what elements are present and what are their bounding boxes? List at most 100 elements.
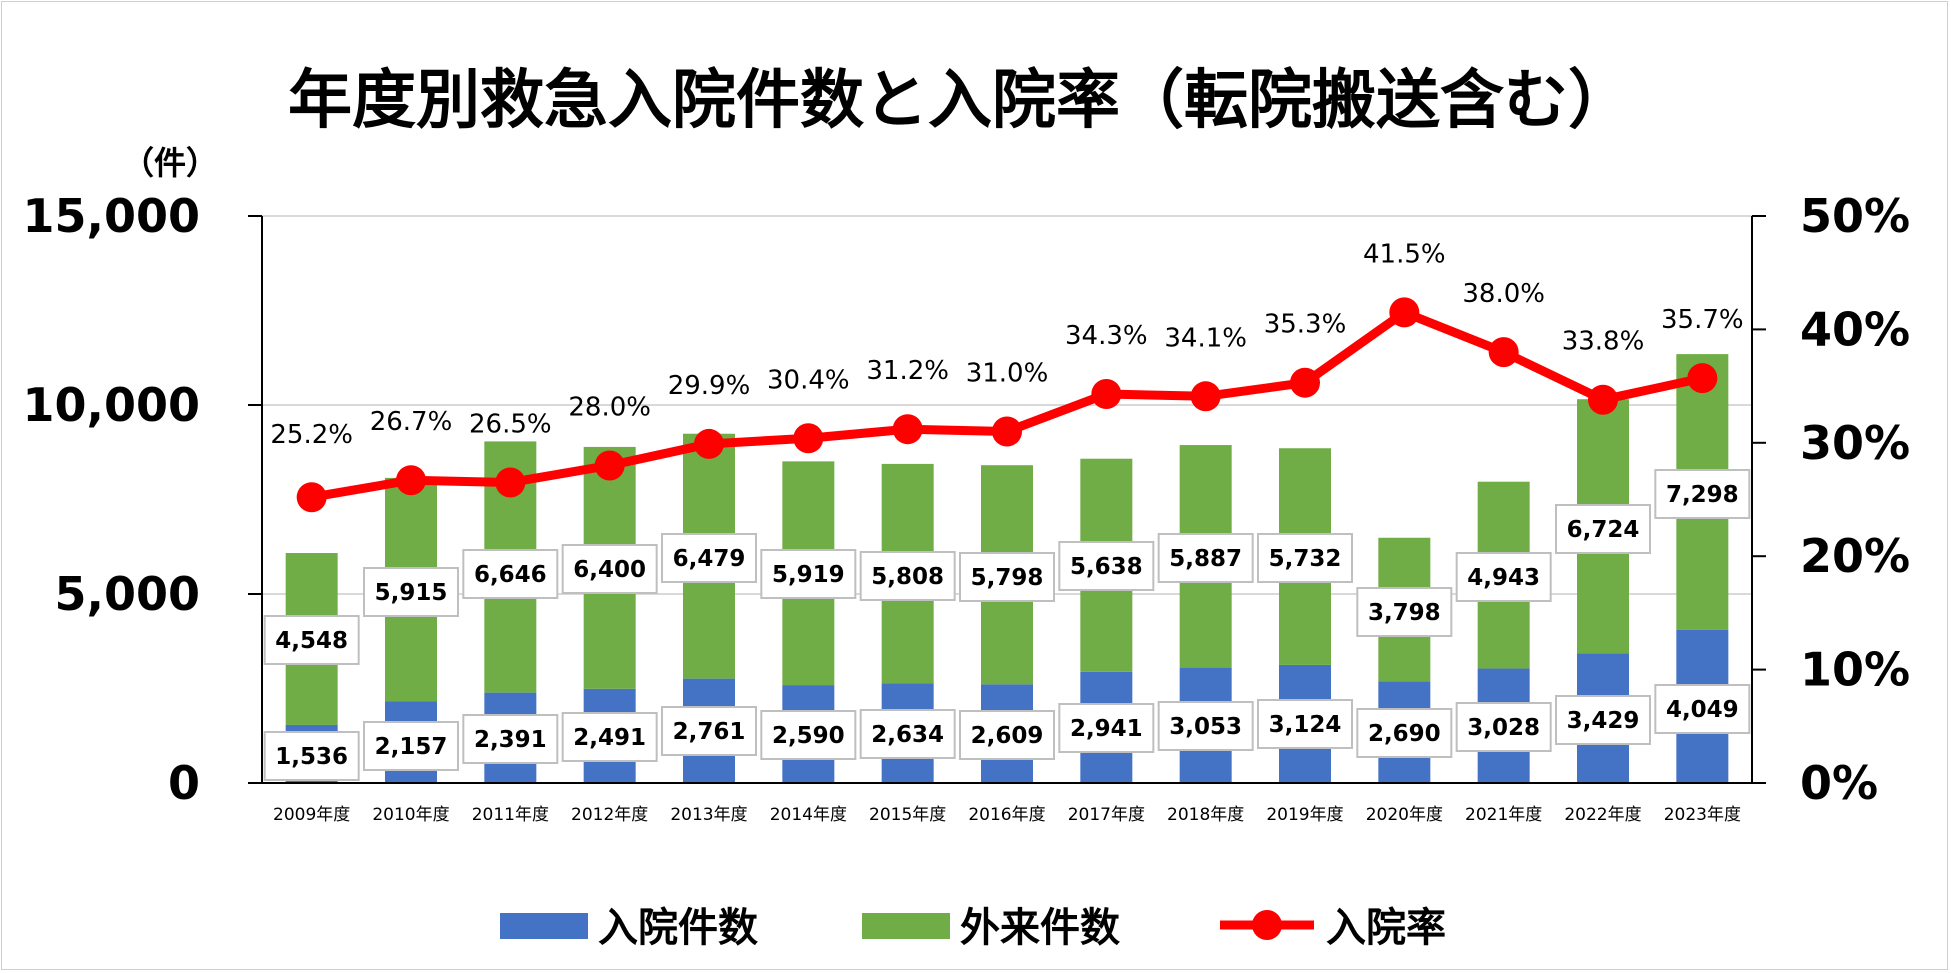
y-right-tick-label: 20% <box>1800 529 1910 583</box>
y-left-tick-label: 10,000 <box>22 378 200 432</box>
rate-point <box>1488 337 1519 368</box>
inpatient-value-label: 2,941 <box>1070 716 1143 742</box>
inpatient-value-label-box <box>363 721 459 771</box>
outpatient-value-label-box <box>1356 587 1453 637</box>
rate-point <box>793 423 824 454</box>
y-left-tick-label: 15,000 <box>22 189 200 243</box>
rate-value-label: 35.3% <box>1264 310 1347 340</box>
inpatient-value-label: 3,028 <box>1467 715 1540 741</box>
outpatient-value-label-box <box>959 552 1055 602</box>
outpatient-value-label-box <box>1257 533 1353 583</box>
inpatient-value-label-box <box>760 710 857 760</box>
inpatient-value-label: 2,634 <box>871 722 944 748</box>
outpatient-value-label: 5,798 <box>971 565 1044 591</box>
outpatient-value-label: 4,548 <box>275 628 348 654</box>
inpatient-value-label-box <box>1455 702 1552 752</box>
y-left-tick-label: 5,000 <box>54 567 200 621</box>
outpatient-value-label: 5,915 <box>375 580 448 606</box>
rate-value-label: 29.9% <box>668 371 751 401</box>
data-labels-group: 1,536 4,548 2,157 5,915 2,391 6,646 2,491 6,400… <box>263 239 1751 781</box>
inpatient-value-label-box <box>959 710 1055 760</box>
x-tick-label: 2023年度 <box>1664 805 1741 825</box>
inpatient-value-label-box <box>1356 708 1453 758</box>
x-tick-label: 2019年度 <box>1266 805 1343 825</box>
rate-value-label: 28.0% <box>568 392 651 422</box>
outpatient-value-label-box <box>263 615 360 665</box>
inpatient-value-label: 3,124 <box>1269 712 1342 738</box>
rate-value-label: 26.7% <box>370 407 453 437</box>
x-tick-label: 2022年度 <box>1564 805 1641 825</box>
rate-value-label: 41.5% <box>1363 239 1446 269</box>
inpatient-value-label: 2,609 <box>971 723 1044 749</box>
inpatient-value-label: 3,429 <box>1567 708 1640 734</box>
outpatient-value-label: 4,943 <box>1467 565 1540 591</box>
x-tick-label: 2018年度 <box>1167 805 1244 825</box>
y-left-tick-label: 0 <box>168 756 200 810</box>
rate-value-label: 25.2% <box>270 420 353 450</box>
rate-point <box>1290 367 1320 398</box>
inpatient-value-label: 2,391 <box>474 727 547 753</box>
legend-marker <box>1252 910 1282 940</box>
outpatient-value-label-box <box>859 551 956 601</box>
x-tick-label: 2015年度 <box>869 805 946 825</box>
inpatient-value-label: 2,590 <box>772 723 845 749</box>
inpatient-value-label-box <box>859 709 956 759</box>
x-tick-label: 2011年度 <box>472 805 549 825</box>
legend-label: 入院件数 <box>598 905 758 951</box>
rate-line-group <box>296 297 1718 513</box>
rate-point <box>296 482 327 513</box>
rate-value-label: 34.1% <box>1164 323 1247 353</box>
rate-point <box>1687 363 1718 394</box>
rate-value-label: 30.4% <box>767 365 850 395</box>
outpatient-value-label: 6,479 <box>673 546 746 572</box>
x-tick-label: 2012年度 <box>571 805 648 825</box>
inpatient-value-label: 2,491 <box>573 725 646 751</box>
rate-value-label: 31.0% <box>966 358 1049 388</box>
y-right-tick-label: 50% <box>1800 189 1910 243</box>
rate-point <box>495 467 526 498</box>
inpatient-value-label: 3,053 <box>1169 714 1242 740</box>
legend-label: 入院率 <box>1326 905 1446 951</box>
rate-point <box>1389 297 1420 328</box>
rate-value-label: 31.2% <box>866 356 949 386</box>
rate-value-label: 34.3% <box>1065 321 1148 351</box>
x-tick-label: 2016年度 <box>968 805 1045 825</box>
legend: 入院件数 外来件数 入院率 <box>500 905 1446 951</box>
rate-value-label: 33.8% <box>1562 327 1645 357</box>
outpatient-value-label: 5,919 <box>772 562 845 588</box>
outpatient-value-label-box <box>1555 504 1651 554</box>
x-tick-label: 2020年度 <box>1366 805 1443 825</box>
y-right-tick-label: 10% <box>1800 643 1910 697</box>
x-tick-label: 2021年度 <box>1465 805 1542 825</box>
outpatient-value-label: 5,887 <box>1169 546 1242 572</box>
outpatient-value-label: 6,724 <box>1567 517 1640 543</box>
outpatient-value-label: 3,798 <box>1368 600 1441 626</box>
inpatient-value-label-box <box>462 714 559 764</box>
outpatient-value-label-box <box>462 549 559 599</box>
legend-swatch <box>862 913 950 939</box>
inpatient-value-label: 1,536 <box>275 744 348 770</box>
inpatient-value-label-box <box>1257 699 1353 749</box>
inpatient-value-label-box <box>1058 703 1155 753</box>
axes-group: 0 5,000 10,000 15,000 0% 10% 20% 30% 40% 50% 2009年… <box>22 189 1910 825</box>
rate-value-label: 35.7% <box>1661 305 1744 335</box>
rate-point <box>694 428 724 459</box>
rate-value-label: 26.5% <box>469 409 552 439</box>
inpatient-value-label: 2,761 <box>673 719 746 745</box>
outpatient-value-label-box <box>1058 541 1155 591</box>
chart-title: 年度別救急入院件数と入院率（転院搬送含む） <box>288 64 1632 138</box>
inpatient-value-label-box <box>1654 684 1751 734</box>
x-tick-label: 2009年度 <box>273 805 350 825</box>
inpatient-value-label-box <box>1555 695 1651 745</box>
x-tick-label: 2014年度 <box>770 805 847 825</box>
rate-point <box>1091 379 1122 410</box>
outpatient-value-label: 6,646 <box>474 562 547 588</box>
x-tick-label: 2013年度 <box>670 805 747 825</box>
inpatient-value-label-box <box>1157 701 1254 751</box>
rate-point <box>396 465 426 496</box>
rate-point <box>1190 381 1221 412</box>
inpatient-value-label: 2,157 <box>375 734 448 760</box>
rate-value-label: 38.0% <box>1462 279 1545 309</box>
inpatient-value-label-box <box>263 731 360 781</box>
